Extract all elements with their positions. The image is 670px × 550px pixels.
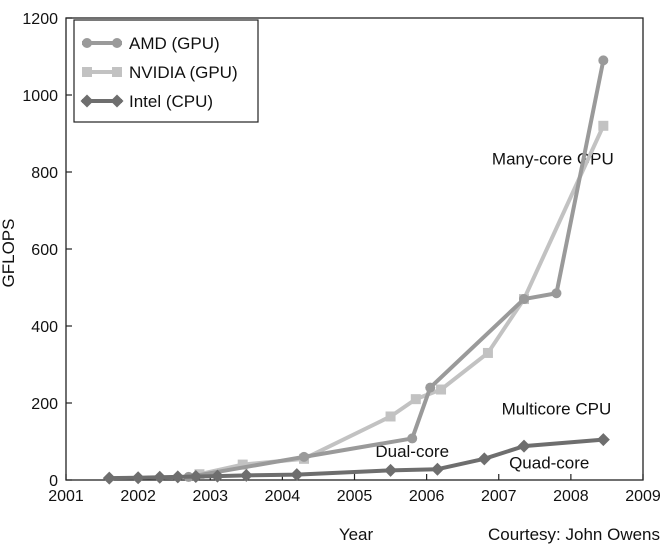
annotation-label: Dual-core: [375, 442, 449, 461]
x-axis-title: Year: [339, 525, 374, 544]
x-tick-label: 2007: [481, 488, 517, 505]
x-tick-label: 2004: [265, 488, 301, 505]
annotation-label: Quad-core: [509, 453, 589, 472]
legend-marker-nvidia-gpu: [112, 67, 122, 77]
y-tick-label: 1000: [22, 88, 58, 105]
series-amd-gpu: [183, 55, 609, 482]
legend-marker-nvidia-gpu: [82, 67, 92, 77]
legend-label: NVIDIA (GPU): [129, 63, 238, 82]
legend-marker-intel-cpu: [80, 94, 94, 108]
data-point-intel-cpu: [384, 463, 398, 477]
x-tick-label: 2005: [337, 488, 373, 505]
y-tick-label: 1200: [22, 11, 58, 28]
legend-marker-intel-cpu: [110, 94, 124, 108]
data-point-intel-cpu: [153, 470, 167, 484]
y-axis-title: GFLOPS: [0, 219, 18, 288]
data-point-amd-gpu: [425, 382, 436, 393]
legend-marker-amd-gpu: [112, 38, 122, 48]
data-point-nvidia-gpu: [385, 411, 396, 422]
data-point-intel-cpu: [171, 470, 185, 484]
data-point-nvidia-gpu: [482, 347, 493, 358]
x-tick-label: 2001: [48, 488, 84, 505]
data-point-intel-cpu: [210, 469, 224, 483]
data-point-intel-cpu: [131, 471, 145, 485]
y-tick-label: 400: [31, 319, 58, 336]
data-point-intel-cpu: [517, 439, 531, 453]
data-point-amd-gpu: [518, 294, 529, 305]
x-tick-label: 2009: [625, 488, 661, 505]
data-point-intel-cpu: [189, 470, 203, 484]
legend-label: Intel (CPU): [129, 92, 213, 111]
data-point-intel-cpu: [102, 471, 116, 485]
x-tick-label: 2003: [192, 488, 228, 505]
data-point-intel-cpu: [596, 433, 610, 447]
legend-marker-amd-gpu: [82, 38, 92, 48]
y-tick-label: 600: [31, 242, 58, 259]
data-point-intel-cpu: [239, 468, 253, 482]
legend-label: AMD (GPU): [129, 34, 220, 53]
annotation-label: Many-core GPU: [492, 149, 614, 168]
legend: AMD (GPU) NVIDIA (GPU) Intel (CPU): [73, 19, 259, 123]
data-point-intel-cpu: [477, 452, 491, 466]
plot-area: 2001 2002 2003 2004 2005 2006 2007 2008 2009 0 200…: [22, 11, 660, 505]
data-point-nvidia-gpu: [237, 459, 248, 470]
data-point-nvidia-gpu: [436, 384, 447, 395]
credit-text: Courtesy: John Owens: [488, 525, 660, 544]
data-point-intel-cpu: [430, 462, 444, 476]
data-point-amd-gpu: [598, 55, 609, 66]
x-tick-label: 2008: [553, 488, 589, 505]
data-point-amd-gpu: [299, 451, 310, 462]
series-intel-cpu: [102, 433, 610, 485]
y-tick-label: 800: [31, 165, 58, 182]
annotation-label: Multicore CPU: [502, 400, 612, 419]
x-tick-label: 2002: [120, 488, 156, 505]
data-point-amd-gpu: [407, 433, 418, 444]
series-layer: [102, 55, 610, 485]
y-tick-label: 200: [31, 396, 58, 413]
data-point-nvidia-gpu: [410, 394, 421, 405]
data-point-intel-cpu: [290, 468, 304, 482]
series-line-nvidia-gpu: [198, 124, 606, 477]
x-tick-label: 2006: [409, 488, 445, 505]
series-nvidia-gpu: [194, 120, 609, 480]
data-point-nvidia-gpu: [598, 120, 609, 131]
data-point-amd-gpu: [551, 288, 562, 299]
y-tick-label: 0: [49, 473, 58, 490]
